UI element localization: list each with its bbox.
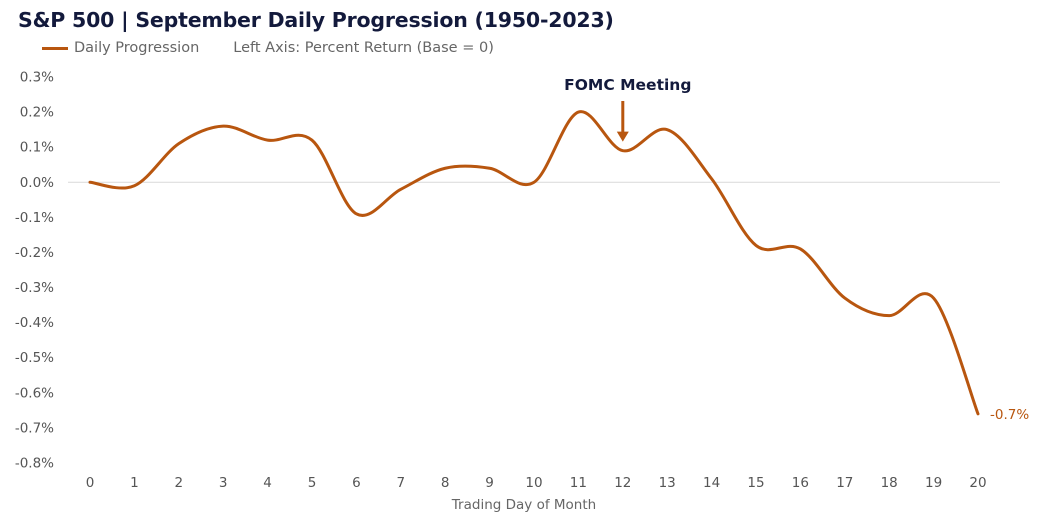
x-tick-label: 4 — [263, 475, 272, 491]
x-tick-label: 12 — [614, 475, 631, 491]
x-tick-label: 5 — [308, 475, 317, 491]
x-tick-label: 2 — [175, 475, 184, 491]
y-axis-ticks: 0.3% 0.2% 0.1% 0.0% -0.1% -0.2% -0.3% -0.4% -0.5… — [15, 70, 54, 472]
legend-swatch — [42, 46, 68, 50]
x-tick-label: 8 — [441, 475, 450, 491]
y-tick-label: -0.7% — [15, 420, 54, 436]
chart-title: S&P 500 | September Daily Progression (1… — [18, 8, 614, 32]
y-tick-label: -0.8% — [15, 456, 54, 472]
x-tick-label: 6 — [352, 475, 361, 491]
y-tick-label: -0.5% — [15, 350, 54, 366]
x-tick-label: 11 — [570, 475, 587, 491]
x-tick-label: 15 — [747, 475, 764, 491]
legend-axis-note: Left Axis: Percent Return (Base = 0) — [233, 40, 494, 56]
y-tick-label: -0.1% — [15, 210, 54, 226]
x-tick-label: 20 — [969, 475, 986, 491]
annotation-arrow-head — [616, 131, 629, 142]
y-tick-label: 0.3% — [20, 70, 54, 86]
legend-label: Daily Progression — [74, 40, 200, 56]
x-tick-label: 7 — [397, 475, 406, 491]
y-tick-label: 0.1% — [20, 140, 54, 156]
y-tick-label: -0.6% — [15, 385, 54, 401]
legend: Daily Progression Left Axis: Percent Ret… — [42, 40, 494, 56]
x-tick-label: 3 — [219, 475, 228, 491]
x-tick-label: 18 — [881, 475, 898, 491]
y-tick-label: -0.3% — [15, 280, 54, 296]
x-axis-ticks: 0 1 2 3 4 5 6 7 8 9 10 11 12 13 14 15 16 17 18 19 20 — [86, 475, 987, 491]
y-tick-label: 0.2% — [20, 105, 54, 121]
x-tick-label: 10 — [525, 475, 542, 491]
y-tick-label: -0.2% — [15, 245, 54, 261]
x-tick-label: 13 — [659, 475, 676, 491]
y-tick-label: -0.4% — [15, 315, 54, 331]
y-tick-label: 0.0% — [20, 175, 54, 191]
series-line-daily-progression — [88, 110, 980, 416]
x-tick-label: 0 — [86, 475, 95, 491]
x-tick-label: 19 — [925, 475, 942, 491]
x-tick-label: 17 — [836, 475, 853, 491]
annotation-label: FOMC Meeting — [564, 76, 691, 94]
x-tick-label: 1 — [130, 475, 139, 491]
series-end-label: -0.7% — [990, 407, 1029, 423]
fomc-annotation: FOMC Meeting — [564, 76, 691, 142]
x-tick-label: 16 — [792, 475, 809, 491]
x-tick-label: 14 — [703, 475, 720, 491]
x-tick-label: 9 — [485, 475, 494, 491]
x-axis-title: Trading Day of Month — [451, 497, 596, 513]
